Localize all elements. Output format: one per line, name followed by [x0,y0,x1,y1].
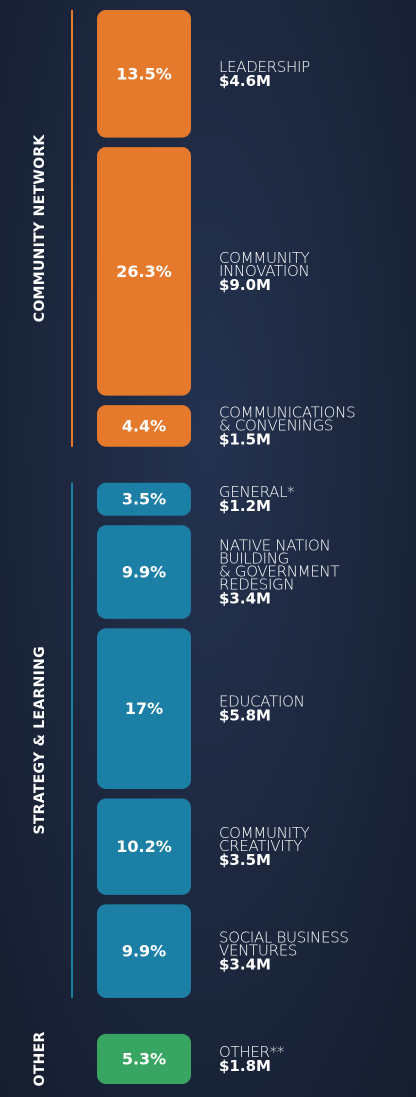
value-label: 10.2% [116,837,172,856]
value-label: 9.9% [122,942,166,961]
value-label: 13.5% [116,64,172,83]
category-label: BUILDING [219,550,289,568]
bar [97,628,191,789]
bar [97,798,191,895]
group-label: STRATEGY & LEARNING [32,646,48,835]
bar [97,525,191,619]
bar [97,405,191,447]
amount-label: $9.0M [219,276,271,294]
amount-label: $4.6M [219,72,271,90]
bar [97,1033,191,1084]
category-label: & GOVERNMENT [219,563,339,581]
category-label: COMMUNITY [219,824,310,842]
category-label: REDESIGN [219,576,294,594]
value-label: 26.3% [116,262,172,281]
value-label: 4.4% [122,416,166,435]
value-label: 3.5% [122,490,166,509]
category-label: NATIVE NATION [219,537,330,555]
category-label: & CONVENINGS [219,416,333,434]
category-label: COMMUNITY [219,249,310,267]
category-label: GENERAL* [219,483,294,501]
amount-label: $3.5M [219,851,271,869]
amount-label: $1.5M [219,430,271,448]
amount-label: $1.2M [219,497,271,515]
amount-label: $5.8M [219,707,271,725]
group-label: COMMUNITY NETWORK [32,134,48,323]
bar [97,482,191,516]
category-label: EDUCATION [219,693,305,711]
category-label: LEADERSHIP [219,58,310,76]
category-label: COMMUNICATIONS [219,403,355,421]
category-label: INNOVATION [219,262,309,280]
amount-label: $3.4M [219,956,271,974]
bar [97,10,191,138]
value-label: 17% [125,699,163,718]
category-label: SOCIAL BUSINESS [219,929,349,947]
amount-label: $1.8M [219,1057,271,1075]
category-label: CREATIVITY [219,837,302,855]
bar [97,147,191,396]
group-label: OTHER [32,1031,48,1086]
bar [97,904,191,998]
value-label: 5.3% [122,1049,166,1068]
amount-label: $3.4M [219,590,271,608]
value-label: 9.9% [122,563,166,582]
category-label: VENTURES [219,942,297,960]
category-label: OTHER** [219,1043,284,1061]
